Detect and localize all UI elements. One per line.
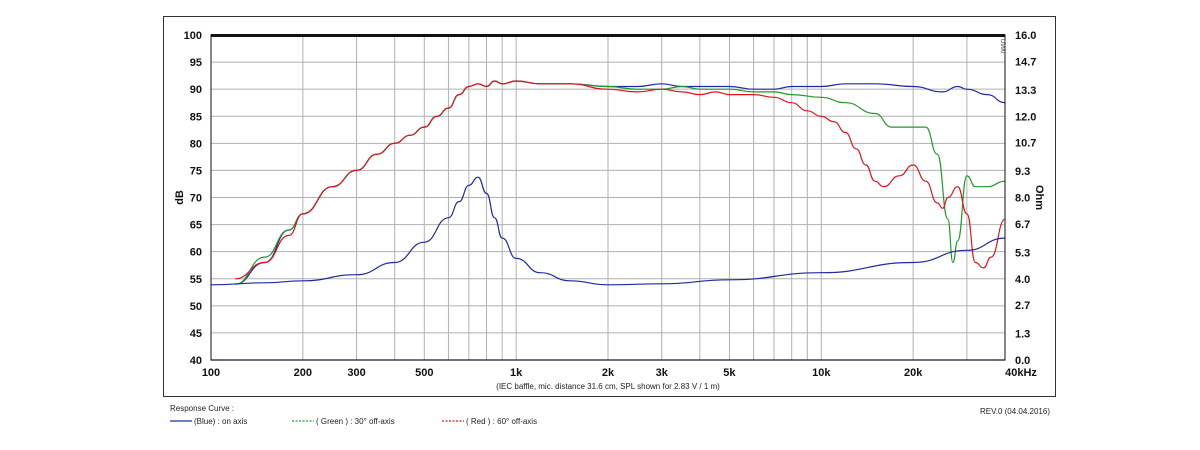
x-tick-label: 500 (415, 367, 433, 379)
legend-entry-2: ( Red ) : 60° off-axis (442, 417, 537, 426)
y2-tick-label: 12.0 (1015, 111, 1036, 123)
y2-tick-label: 1.3 (1015, 329, 1030, 341)
y-tick-label: 45 (190, 328, 202, 340)
legend-entry-1: ( Green ) : 30° off-axis (292, 417, 395, 426)
y-tick-label: 75 (190, 165, 202, 177)
y-tick-label: 40 (190, 355, 202, 367)
y-axis-label: dB (174, 190, 186, 205)
x-tick-label: 3k (656, 367, 669, 379)
series-line-2 (235, 80, 1006, 280)
y-tick-label: 80 (190, 138, 202, 150)
legend: Response Curve : (Blue) : on axis ( Green… (170, 404, 537, 426)
series-line-0 (235, 80, 1006, 285)
y-tick-label: 50 (190, 301, 202, 313)
x-tick-label: 20k (904, 367, 923, 379)
x-tick-label: 2k (602, 367, 615, 379)
x-axis-ticks: 100 200 300 500 1k 2k 3k 5k 10k 20k 40kHz (202, 367, 1038, 379)
measurement-note: (IEC baffle, mic. distance 31.6 cm, SPL … (496, 382, 720, 391)
right-axis-ticks: 0.0 1.3 2.7 4.0 5.3 6.7 8.0 9.3 10.7 12.0 13.3 14.7… (1015, 30, 1036, 367)
left-axis-ticks: 40 45 50 55 60 65 70 75 80 85 90 95 100 (184, 30, 202, 367)
y-tick-label: 100 (184, 30, 202, 42)
y2-tick-label: 4.0 (1015, 274, 1030, 286)
y2-tick-label: 0.0 (1015, 355, 1030, 367)
y2-tick-label: 6.7 (1015, 219, 1030, 231)
y2-tick-label: 13.3 (1015, 85, 1036, 97)
y2-tick-label: 2.7 (1015, 300, 1030, 312)
side-mark: D990 (999, 39, 1005, 54)
x-tick-label: 100 (202, 367, 220, 379)
y-tick-label: 55 (190, 274, 202, 286)
plot-top-band (211, 34, 1005, 37)
revision-label: REV.0 (04.04.2016) (980, 407, 1050, 416)
x-tick-label: 200 (294, 367, 312, 379)
legend-entries: (Blue) : on axis ( Green ) : 30° off-axis… (170, 417, 537, 426)
y-tick-label: 85 (190, 111, 202, 123)
y2-axis-label: Ohm (1033, 185, 1045, 210)
y2-tick-label: 9.3 (1015, 166, 1030, 178)
y2-tick-label: 8.0 (1015, 193, 1030, 205)
legend-label: ( Green ) : 30° off-axis (316, 417, 395, 426)
x-tick-label: 40kHz (1005, 367, 1037, 379)
series-line-3 (210, 176, 1006, 286)
series-line-1 (235, 80, 1006, 285)
x-tick-label: 5k (723, 367, 736, 379)
legend-label: (Blue) : on axis (194, 417, 247, 426)
x-tick-label: 10k (812, 367, 831, 379)
x-tick-label: 1k (510, 367, 523, 379)
y-tick-label: 60 (190, 247, 202, 259)
horizontal-grid (211, 61, 1005, 334)
y2-tick-label: 10.7 (1015, 138, 1036, 150)
y2-tick-label: 16.0 (1015, 30, 1036, 42)
x-tick-label: 300 (347, 367, 365, 379)
legend-entry-0: (Blue) : on axis (170, 417, 247, 426)
y-tick-label: 70 (190, 193, 202, 205)
y2-tick-label: 5.3 (1015, 247, 1030, 259)
legend-label: ( Red ) : 60° off-axis (466, 417, 537, 426)
chart-frame (163, 16, 1056, 397)
y-tick-label: 90 (190, 84, 202, 96)
y-tick-label: 65 (190, 220, 202, 232)
y-tick-label: 95 (190, 57, 202, 69)
y2-tick-label: 14.7 (1015, 56, 1036, 68)
legend-title: Response Curve : (170, 404, 234, 413)
